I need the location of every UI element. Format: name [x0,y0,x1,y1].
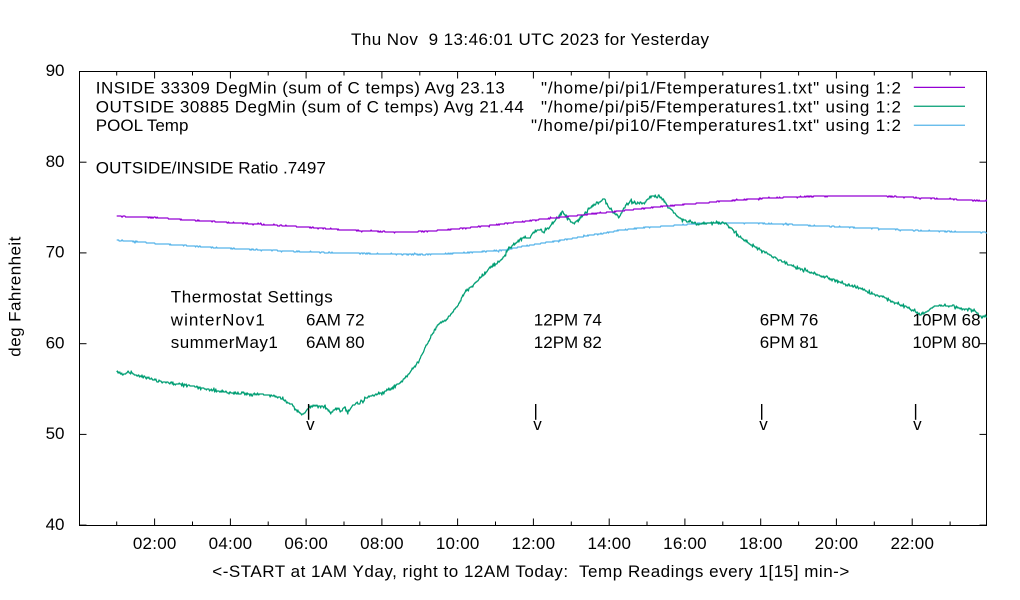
svg-text:22:00: 22:00 [890,534,934,553]
svg-text:70: 70 [46,243,65,262]
svg-text:60: 60 [46,333,65,352]
svg-text:v: v [913,415,922,434]
svg-text:v: v [533,415,542,434]
svg-text:"/home/pi/pi5/Ftemperatures1.t: "/home/pi/pi5/Ftemperatures1.txt" using … [541,97,901,116]
svg-text:6AM 72: 6AM 72 [306,310,365,329]
svg-text:10PM 68: 10PM 68 [913,310,981,329]
svg-text:OUTSIDE/INSIDE Ratio .7497: OUTSIDE/INSIDE Ratio .7497 [96,159,326,178]
svg-text:6PM 81: 6PM 81 [760,333,819,352]
svg-text:deg Fahrenheit: deg Fahrenheit [6,236,25,356]
svg-text:OUTSIDE 30885 DegMin (sum of C: OUTSIDE 30885 DegMin (sum of C temps) Av… [96,97,524,116]
svg-text:Thermostat Settings: Thermostat Settings [171,288,333,307]
svg-text:Thu Nov 9 13:46:01 UTC 2023 f: Thu Nov 9 13:46:01 UTC 2023 for Yesterda… [351,30,710,49]
svg-text:12:00: 12:00 [512,534,556,553]
svg-text:10:00: 10:00 [436,534,480,553]
svg-text:20:00: 20:00 [815,534,859,553]
svg-text:"/home/pi/pi10/Ftemperatures1.: "/home/pi/pi10/Ftemperatures1.txt" using… [531,116,901,135]
svg-text:06:00: 06:00 [284,534,328,553]
svg-text:40: 40 [46,515,65,534]
svg-text:90: 90 [46,61,65,80]
svg-text:18:00: 18:00 [739,534,783,553]
svg-text:INSIDE 33309 DegMin (sum of C: INSIDE 33309 DegMin (sum of C temps) Avg… [96,79,505,98]
svg-text:<-START at 1AM Yday, right to: <-START at 1AM Yday, right to 12AM Today… [212,562,849,581]
svg-text:08:00: 08:00 [360,534,404,553]
svg-text:16:00: 16:00 [663,534,707,553]
svg-text:12PM 82: 12PM 82 [534,333,602,352]
svg-text:02:00: 02:00 [133,534,177,553]
svg-text:summerMay1: summerMay1 [171,333,278,352]
svg-text:10PM 80: 10PM 80 [913,333,981,352]
svg-text:50: 50 [46,424,65,443]
svg-text:POOL Temp: POOL Temp [96,116,189,135]
svg-text:v: v [759,415,768,434]
svg-text:6PM 76: 6PM 76 [760,310,819,329]
svg-text:14:00: 14:00 [587,534,631,553]
svg-text:04:00: 04:00 [209,534,253,553]
svg-text:12PM 74: 12PM 74 [534,310,602,329]
svg-text:80: 80 [46,152,65,171]
svg-text:v: v [306,415,315,434]
svg-text:winterNov1: winterNov1 [170,310,265,329]
svg-text:6AM 80: 6AM 80 [306,333,365,352]
svg-text:"/home/pi/pi1/Ftemperatures1.t: "/home/pi/pi1/Ftemperatures1.txt" using … [541,79,901,98]
